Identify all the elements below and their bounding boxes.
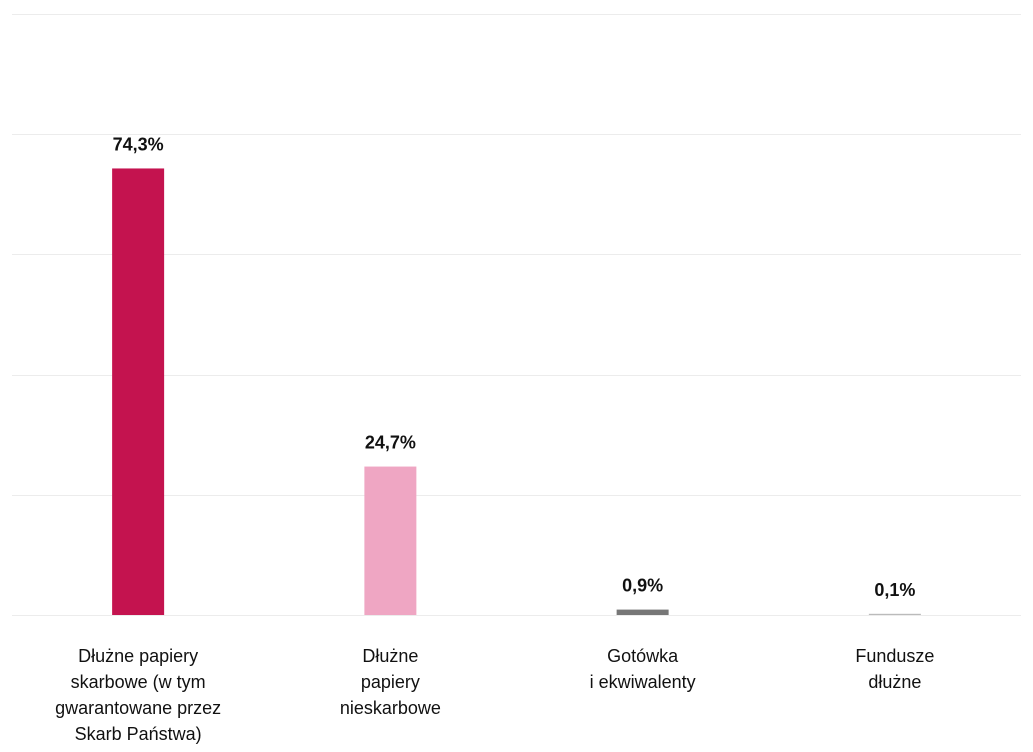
- category-label-2: Gotówka i ekwiwalenty: [590, 646, 696, 692]
- value-labels: 74,3% 24,7% 0,9% 0,1%: [113, 134, 916, 599]
- category-label-1: Dłużne papiery nieskarbowe: [340, 646, 441, 718]
- category-label-line: Dłużne papiery: [78, 646, 198, 666]
- category-label-line: nieskarbowe: [340, 698, 441, 718]
- bar-3: [868, 613, 921, 615]
- value-label-1: 24,7%: [365, 433, 416, 453]
- gridlines: [12, 14, 1021, 616]
- value-label-3: 0,1%: [874, 580, 915, 600]
- category-label-line: skarbowe (w tym: [71, 672, 206, 692]
- category-label-line: Dłużne: [362, 646, 418, 666]
- category-label-line: Gotówka: [607, 646, 679, 666]
- category-label-line: gwarantowane przez: [55, 698, 221, 718]
- bars: [112, 168, 921, 615]
- category-label-line: dłużne: [868, 672, 921, 692]
- category-label-line: i ekwiwalenty: [590, 672, 696, 692]
- value-label-0: 74,3%: [113, 134, 164, 154]
- category-label-0: Dłużne papiery skarbowe (w tym gwarantowan…: [55, 646, 221, 744]
- bar-1: [364, 466, 417, 615]
- category-label-3: Fundusze dłużne: [855, 646, 934, 692]
- value-label-2: 0,9%: [622, 576, 663, 596]
- category-label-line: Fundusze: [855, 646, 934, 666]
- category-labels: Dłużne papiery skarbowe (w tym gwarantowan…: [55, 646, 934, 744]
- bar-0: [112, 168, 165, 615]
- category-label-line: papiery: [361, 672, 420, 692]
- bar-2: [616, 609, 669, 615]
- category-label-line: Skarb Państwa): [75, 724, 202, 744]
